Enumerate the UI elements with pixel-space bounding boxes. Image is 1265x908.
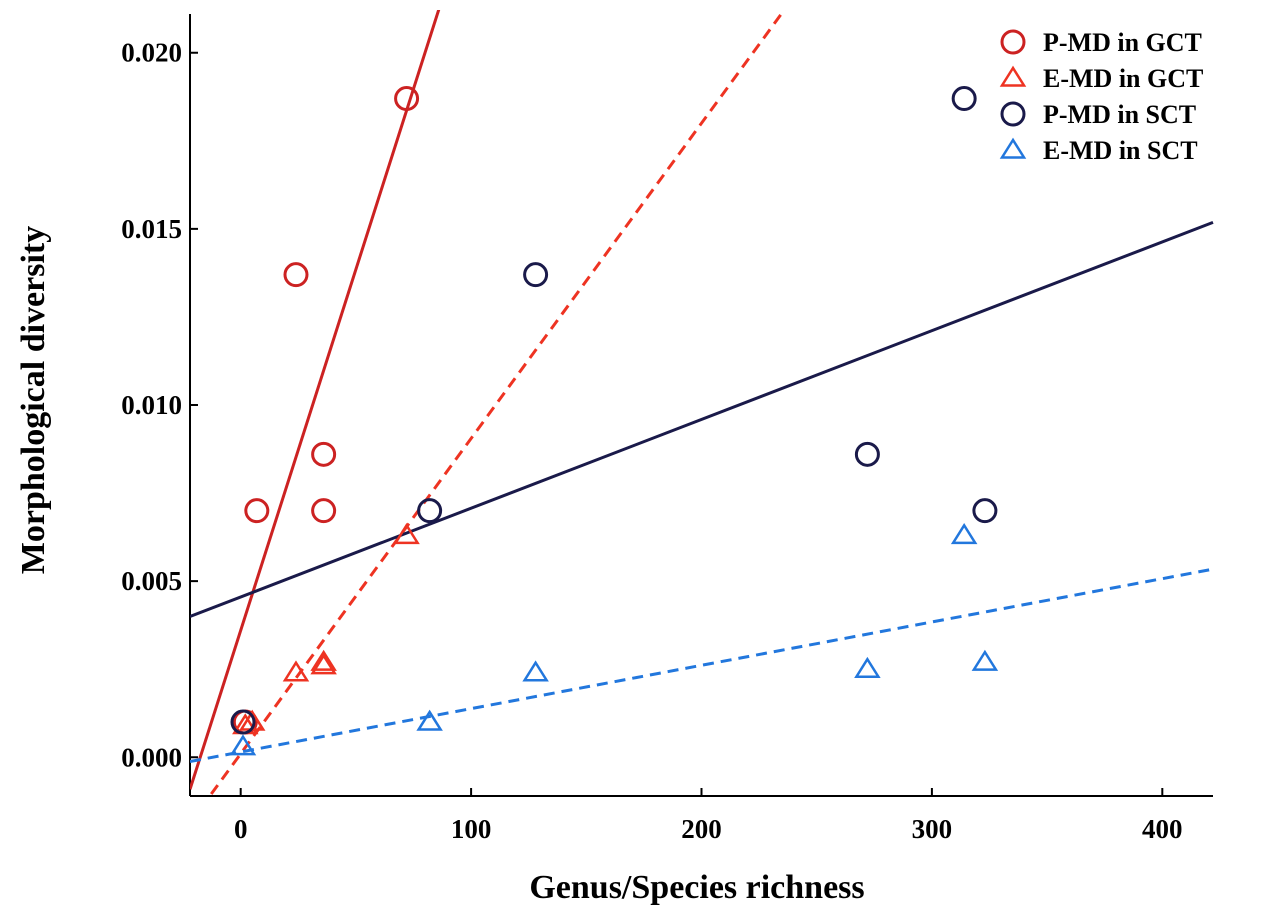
fit-line — [207, 10, 787, 797]
x-tick-label: 0 — [234, 814, 248, 844]
data-point-circle — [951, 86, 977, 112]
x-tick-label: 200 — [681, 814, 722, 844]
x-tick-label: 400 — [1142, 814, 1183, 844]
legend-label: E-MD in GCT — [1043, 64, 1203, 93]
legend: P-MD in GCT E-MD in GCT P-MD in SCT E-MD in… — [999, 28, 1203, 165]
y-tick-label: 0.020 — [121, 38, 182, 68]
x-axis-title: Genus/Species richness — [529, 869, 864, 906]
legend-marker — [1000, 101, 1026, 127]
data-point-triangle — [310, 649, 337, 671]
data-point-circle — [417, 498, 443, 524]
data-point-triangle — [229, 734, 257, 756]
data-point-triangle — [522, 660, 549, 682]
data-point-triangle — [416, 709, 443, 731]
axes — [189, 14, 1213, 797]
fit-line — [190, 220, 1214, 618]
legend-label: E-MD in SCT — [1043, 136, 1198, 165]
data-point-circle — [972, 498, 998, 524]
data-point-circle — [230, 709, 256, 735]
data-points — [229, 86, 999, 756]
y-tick-label: 0.015 — [121, 214, 182, 244]
x-tick-label: 100 — [451, 814, 492, 844]
legend-label: P-MD in SCT — [1043, 100, 1196, 129]
y-tick-label: 0.005 — [121, 566, 182, 596]
data-point-triangle — [971, 649, 999, 671]
fit-lines — [190, 10, 1214, 797]
fit-line — [190, 10, 441, 790]
data-point-circle — [244, 498, 270, 524]
data-point-circle — [394, 86, 420, 112]
ticks: 0.000 0.005 0.010 0.015 0.020 0 100 200 300 400 — [121, 38, 1182, 844]
y-axis-title: Morphological diversity — [15, 226, 52, 574]
data-point-triangle — [393, 522, 420, 545]
data-point-circle — [311, 441, 337, 467]
legend-marker — [999, 65, 1027, 87]
data-point-triangle — [282, 660, 310, 682]
data-point-triangle — [854, 656, 881, 678]
legend-marker — [999, 137, 1027, 159]
legend-marker — [1000, 29, 1026, 55]
fit-line — [190, 567, 1214, 763]
legend-label: P-MD in GCT — [1043, 28, 1202, 57]
data-point-triangle — [950, 522, 978, 545]
data-point-circle — [523, 262, 549, 288]
y-tick-label: 0.000 — [121, 742, 182, 772]
data-point-circle — [283, 262, 309, 288]
x-tick-label: 300 — [912, 814, 953, 844]
data-point-triangle — [310, 653, 337, 675]
y-tick-label: 0.010 — [121, 390, 182, 420]
data-point-circle — [854, 441, 880, 467]
data-point-circle — [311, 498, 337, 524]
